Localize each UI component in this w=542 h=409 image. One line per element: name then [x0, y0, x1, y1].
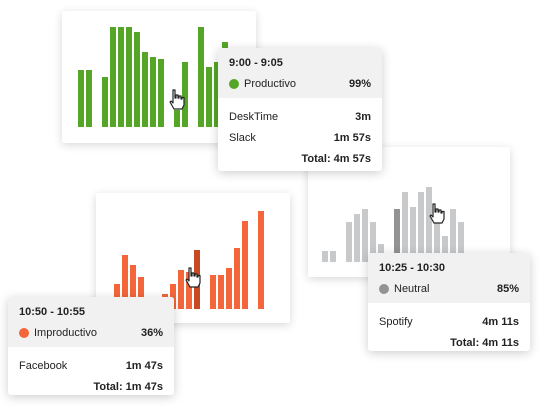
tooltip-percent: 85%: [496, 283, 519, 295]
neutral-bar[interactable]: [330, 251, 336, 262]
tooltip-category: Improductivo: [34, 327, 97, 339]
neutral-bar[interactable]: [346, 222, 352, 262]
unproductive-dot-icon: [19, 328, 29, 338]
app-time: 4m 11s: [482, 316, 519, 328]
tooltip-time: 9:00 - 9:05: [229, 57, 283, 69]
neutral-bar[interactable]: [362, 209, 368, 262]
unproductive-chart-card: [96, 193, 290, 323]
unproductive-bar[interactable]: [138, 277, 144, 309]
productive-bars: [62, 11, 256, 143]
productive-dot-icon: [229, 79, 239, 89]
app-name: Slack: [229, 132, 256, 144]
productive-bar[interactable]: [174, 110, 180, 127]
unproductive-bar[interactable]: [130, 265, 136, 309]
unproductive-tooltip: 10:50 - 10:55 Improductivo 36% Facebook …: [8, 297, 174, 395]
unproductive-bar[interactable]: [242, 221, 248, 309]
neutral-bar[interactable]: [442, 236, 448, 262]
hand-cursor-icon: [429, 203, 445, 224]
neutral-bar[interactable]: [434, 222, 440, 262]
neutral-bar[interactable]: [394, 209, 400, 262]
neutral-bar[interactable]: [370, 222, 376, 262]
unproductive-bar[interactable]: [218, 275, 224, 309]
tooltip-app-row: Spotify 4m 11s: [379, 316, 519, 328]
neutral-bar[interactable]: [402, 192, 408, 262]
productive-bar[interactable]: [198, 27, 204, 127]
tooltip-time: 10:50 - 10:55: [19, 306, 86, 318]
hand-cursor-icon: [185, 267, 201, 288]
tooltip-category: Neutral: [394, 283, 430, 295]
neutral-bar[interactable]: [322, 251, 328, 262]
tooltip-total: Total: 4m 57s: [301, 153, 372, 165]
app-time: 3m: [355, 111, 371, 123]
productive-bar[interactable]: [158, 59, 164, 127]
tooltip-time: 10:25 - 10:30: [379, 262, 446, 274]
app-name: DeskTime: [229, 111, 279, 123]
app-time: 1m 47s: [125, 360, 163, 372]
unproductive-bar[interactable]: [178, 270, 184, 309]
neutral-bar[interactable]: [458, 222, 464, 262]
neutral-bar[interactable]: [410, 207, 416, 262]
tooltip-percent: 99%: [348, 78, 371, 90]
neutral-tooltip: 10:25 - 10:30 Neutral 85% Spotify 4m 11s…: [368, 253, 530, 351]
neutral-bar[interactable]: [418, 192, 424, 262]
tooltip-total: Total: 4m 11s: [450, 337, 519, 349]
productive-bar[interactable]: [134, 32, 140, 127]
productive-bar[interactable]: [206, 67, 212, 127]
productive-bar[interactable]: [182, 62, 188, 127]
tooltip-category: Productivo: [244, 78, 296, 90]
unproductive-bar[interactable]: [258, 211, 264, 309]
neutral-bar[interactable]: [354, 214, 360, 262]
productive-bar[interactable]: [126, 27, 132, 127]
tooltip-app-row: DeskTime 3m: [229, 111, 371, 123]
neutral-dot-icon: [379, 284, 389, 294]
tooltip-percent: 36%: [140, 327, 163, 339]
unproductive-bar[interactable]: [186, 272, 192, 309]
app-name: Facebook: [19, 360, 68, 372]
tooltip-total: Total: 1m 47s: [93, 381, 164, 393]
tooltip-app-row: Facebook 1m 47s: [19, 360, 163, 372]
productive-tooltip: 9:00 - 9:05 Productivo 99% DeskTime 3m S…: [218, 48, 382, 171]
unproductive-bar[interactable]: [170, 284, 176, 309]
unproductive-bar[interactable]: [210, 275, 216, 309]
productive-bar[interactable]: [142, 52, 148, 127]
tooltip-app-row: Slack 1m 57s: [229, 132, 371, 144]
app-time: 1m 57s: [333, 132, 371, 144]
productive-bar[interactable]: [118, 27, 124, 127]
neutral-bars: [308, 147, 510, 277]
hand-cursor-icon: [169, 89, 185, 110]
neutral-bar[interactable]: [426, 187, 432, 262]
productive-bar[interactable]: [110, 27, 116, 127]
neutral-bar[interactable]: [450, 209, 456, 262]
unproductive-bar[interactable]: [122, 255, 128, 309]
app-name: Spotify: [379, 316, 413, 328]
unproductive-bar[interactable]: [226, 268, 232, 309]
productive-bar[interactable]: [86, 70, 92, 127]
unproductive-bar[interactable]: [234, 248, 240, 309]
unproductive-bar[interactable]: [114, 284, 120, 309]
productive-bar[interactable]: [150, 57, 156, 127]
productive-bar[interactable]: [78, 70, 84, 127]
productive-bar[interactable]: [214, 62, 220, 127]
productive-bar[interactable]: [102, 77, 108, 127]
